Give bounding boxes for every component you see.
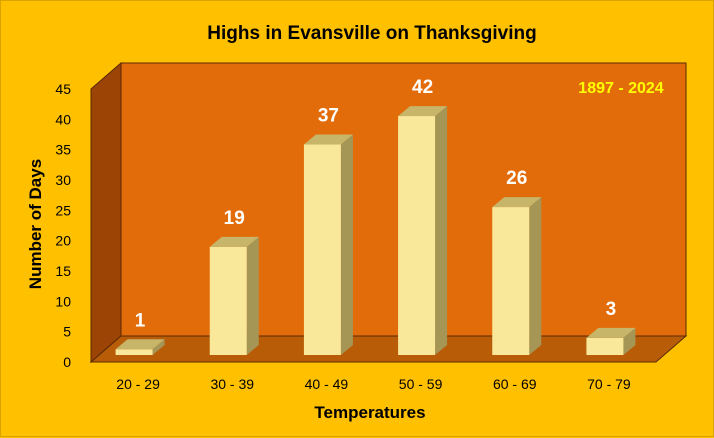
x-tick-label: 40 - 49	[305, 376, 349, 392]
data-label: 42	[412, 77, 433, 98]
y-tick-label: 40	[55, 111, 71, 127]
bar	[398, 106, 448, 355]
bar-front	[303, 144, 341, 355]
side-wall	[90, 61, 122, 364]
x-axis-ticks: 20 - 29 30 - 39 40 - 49 50 - 59 60 - 69 70 - …	[116, 376, 631, 392]
bar-front	[492, 207, 530, 355]
year-range-annotation: 1897 - 2024	[578, 80, 664, 97]
x-tick-label: 30 - 39	[210, 376, 254, 392]
bar-front	[115, 349, 153, 355]
data-label: 37	[318, 106, 339, 127]
bar	[115, 339, 165, 355]
bar-top	[209, 236, 259, 247]
y-tick-label: 10	[55, 293, 71, 309]
bar-top	[398, 106, 448, 117]
bar-top	[115, 339, 165, 350]
y-axis-ticks: 0 5 10 15 20 25 30 35 40 45	[55, 81, 71, 370]
chart-title: Highs in Evansville on Thanksgiving	[207, 23, 536, 44]
bar-top	[492, 197, 542, 208]
bar	[209, 236, 259, 355]
x-tick-label: 70 - 79	[587, 376, 631, 392]
data-label: 26	[506, 168, 527, 189]
plot-area	[89, 61, 688, 364]
bar-side	[529, 197, 542, 355]
x-axis-title: Temperatures	[314, 403, 425, 422]
bar-side	[152, 339, 165, 355]
bar-side	[623, 327, 636, 355]
y-tick-label: 45	[55, 81, 71, 97]
data-label: 1	[135, 310, 146, 331]
bar	[492, 197, 542, 355]
bars	[115, 106, 636, 355]
data-label: 19	[224, 208, 245, 229]
bar	[586, 327, 636, 355]
y-tick-label: 35	[55, 142, 71, 158]
bar-front	[398, 116, 436, 355]
bar-side	[246, 236, 259, 355]
x-tick-label: 20 - 29	[116, 376, 160, 392]
bar-top	[586, 327, 636, 338]
bar-front	[586, 337, 624, 355]
bar-side	[340, 134, 353, 355]
y-tick-label: 5	[63, 324, 71, 340]
x-tick-label: 50 - 59	[399, 376, 443, 392]
y-tick-label: 25	[55, 202, 71, 218]
data-labels: 1 19 37 42 26 3	[135, 77, 616, 331]
y-tick-label: 20	[55, 233, 71, 249]
x-tick-label: 60 - 69	[493, 376, 537, 392]
y-tick-label: 0	[63, 354, 71, 370]
data-label: 3	[606, 299, 617, 320]
y-tick-label: 30	[55, 172, 71, 188]
bar-front	[209, 246, 247, 355]
y-axis-title: Number of Days	[26, 159, 45, 289]
y-tick-label: 15	[55, 263, 71, 279]
bar	[303, 134, 353, 355]
bar-top	[303, 134, 353, 145]
bar-side	[435, 106, 448, 355]
